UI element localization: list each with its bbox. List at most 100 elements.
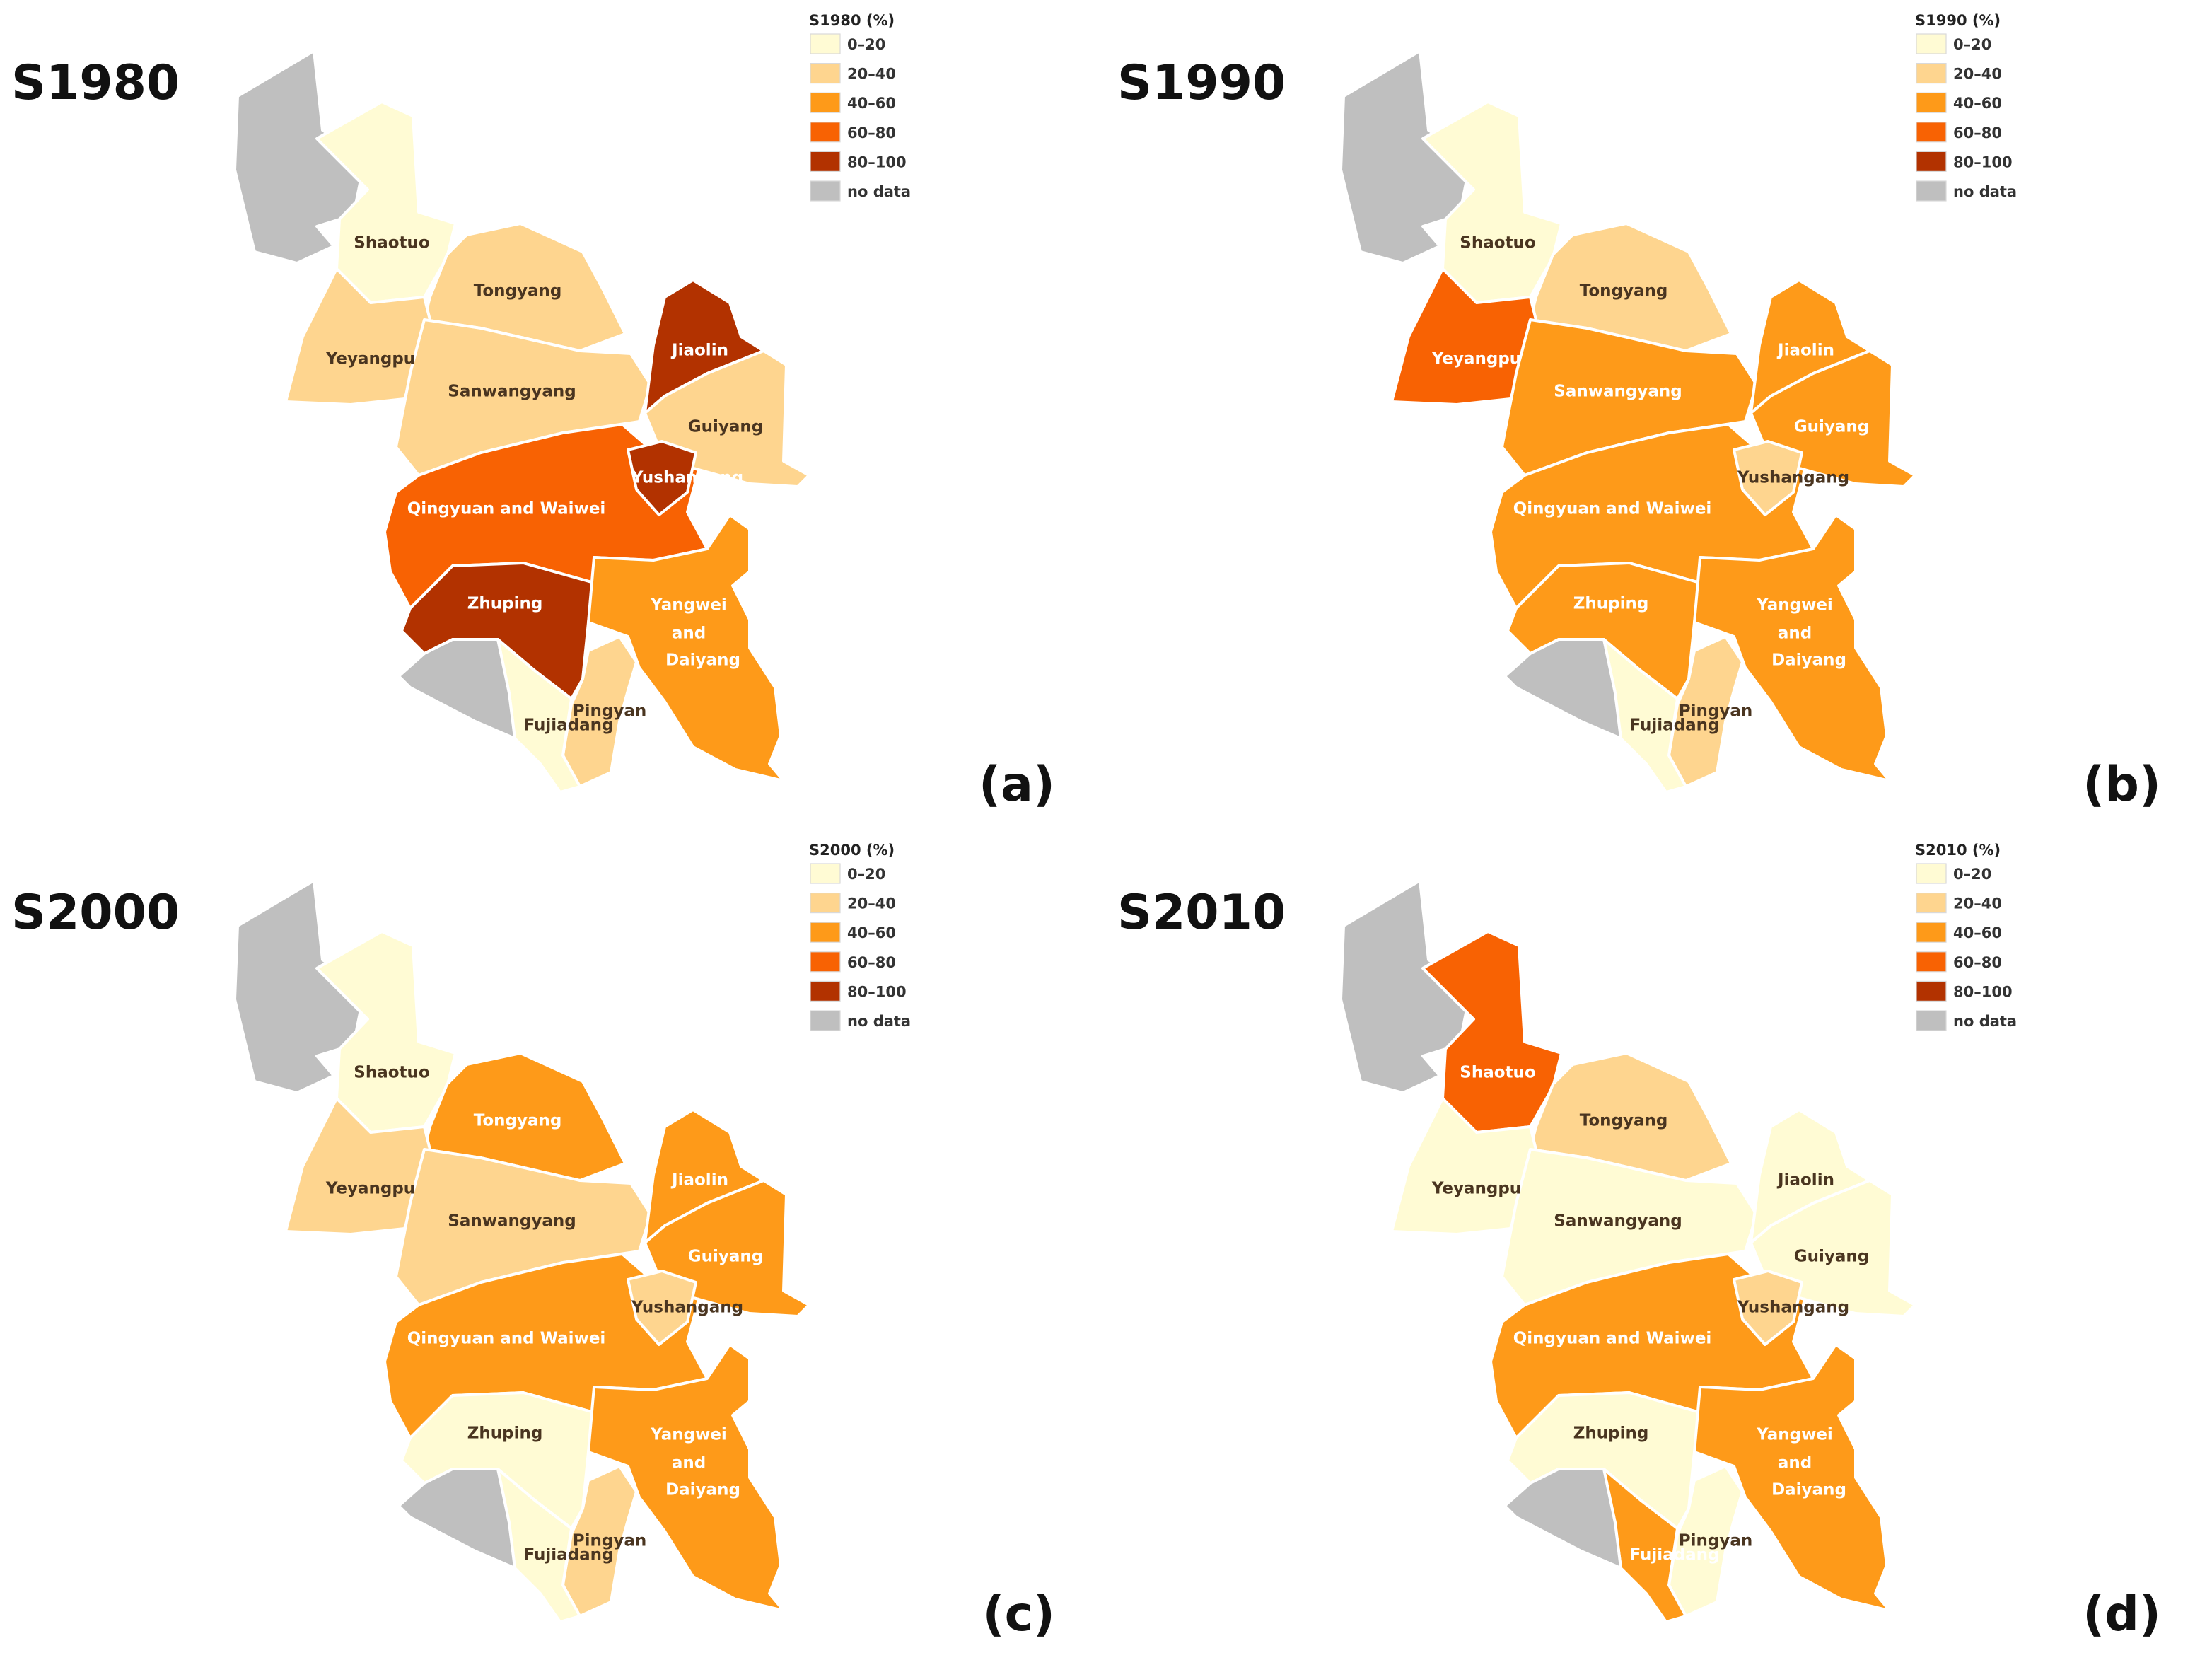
legend: S2000 (%) 0–20 20–40 40–60 60–80 80–100 no dat… — [809, 842, 911, 1031]
legend: S2010 (%) 0–20 20–40 40–60 60–80 80–100 no dat… — [1915, 842, 2017, 1031]
legend-swatch — [1916, 863, 1947, 884]
legend-swatch — [810, 980, 841, 1002]
region-label-zhuping: Zhuping — [1573, 595, 1649, 613]
region-label-pingyan: Pingyan — [1679, 702, 1752, 721]
legend-swatch — [1916, 1010, 1947, 1031]
legend-item-label: no data — [847, 1013, 911, 1030]
legend-item-label: 80–100 — [1953, 983, 2013, 1000]
region-label-guiyang: Guiyang — [688, 1248, 764, 1266]
region-southwest — [397, 1468, 516, 1569]
legend-item-label: 60–80 — [847, 124, 896, 141]
legend-item-label: 60–80 — [1953, 954, 2002, 971]
legend: S1990 (%) 0–20 20–40 40–60 60–80 80–100 no dat… — [1915, 12, 2017, 202]
map-regions — [1339, 879, 1916, 1623]
region-label-yeyangpu: Yeyangpu — [325, 350, 415, 368]
region-label-sanwangyang: Sanwangyang — [448, 383, 576, 401]
region-label-pingyan: Pingyan — [1679, 1532, 1752, 1550]
legend: S1980 (%) 0–20 20–40 40–60 60–80 80–100 no dat… — [809, 12, 911, 202]
choropleth-map: Shaotuo Tongyang Yeyangpu Sanwangyang Jiaoli… — [1117, 12, 2161, 813]
region-label-sanwangyang: Sanwangyang — [1554, 1212, 1682, 1231]
legend-swatch — [810, 33, 841, 54]
region-label-yushangang: Yushangang — [1737, 469, 1849, 487]
region-nodata — [1339, 879, 1472, 1094]
panel-title: S1980 — [11, 55, 180, 111]
region-label-yangwei_2: and — [672, 1454, 706, 1473]
region-yangwei — [587, 1343, 785, 1612]
region-label-jiaolin: Jiaolin — [670, 342, 728, 360]
region-labels: Shaotuo Tongyang Yeyangpu Sanwangyang Jiaoli… — [1431, 1064, 1869, 1565]
region-label-zhuping: Zhuping — [1573, 1424, 1649, 1443]
legend-swatch — [1916, 33, 1947, 54]
region-label-qingyuan: Qingyuan and Waiwei — [1513, 500, 1712, 518]
legend-item-label: 0–20 — [847, 866, 885, 883]
region-yangwei — [1693, 513, 1891, 782]
map-panel-s1980: Shaotuo Tongyang Yeyangpu Sanwangyang Jiaoli… — [0, 0, 1106, 830]
region-labels: Shaotuo Tongyang Yeyangpu Sanwangyang Jiaoli… — [325, 1064, 763, 1565]
legend-swatch — [810, 922, 841, 943]
region-label-shaotuo: Shaotuo — [1460, 234, 1535, 253]
region-label-pingyan: Pingyan — [573, 1532, 646, 1550]
choropleth-map: Shaotuo Tongyang Yeyangpu Sanwangyang Jiaoli… — [1117, 842, 2161, 1642]
region-label-qingyuan: Qingyuan and Waiwei — [407, 500, 606, 518]
legend-item-label: 60–80 — [1953, 124, 2002, 141]
region-label-yangwei_3: Daiyang — [665, 651, 740, 670]
region-label-qingyuan: Qingyuan and Waiwei — [1513, 1330, 1712, 1348]
region-label-shaotuo: Shaotuo — [354, 1064, 429, 1082]
panel-letter: (b) — [2083, 757, 2161, 813]
region-label-yushangang: Yushangang — [631, 469, 743, 487]
region-label-yeyangpu: Yeyangpu — [1431, 350, 1521, 368]
region-label-qingyuan: Qingyuan and Waiwei — [407, 1330, 606, 1348]
panel-title: S2000 — [11, 885, 180, 941]
legend-swatch — [1916, 980, 1947, 1002]
legend-item-label: no data — [1953, 183, 2017, 200]
region-nodata — [1339, 50, 1472, 265]
region-label-tongyang: Tongyang — [474, 282, 562, 301]
legend-swatch — [810, 863, 841, 884]
region-label-fujiadang: Fujiadang — [1629, 716, 1719, 735]
region-southwest — [1503, 1468, 1622, 1569]
region-yushangang — [627, 440, 697, 516]
region-label-yangwei_1: Yangwei — [650, 1426, 727, 1444]
legend-swatch — [1916, 180, 1947, 202]
region-label-zhuping: Zhuping — [467, 1424, 543, 1443]
legend-item-label: 20–40 — [847, 895, 896, 912]
region-labels: Shaotuo Tongyang Yeyangpu Sanwangyang Jiaoli… — [1431, 234, 1869, 735]
legend-title: S2010 (%) — [1915, 842, 2001, 859]
region-labels: Shaotuo Tongyang Yeyangpu Sanwangyang Jiaoli… — [325, 234, 763, 735]
region-label-yangwei_2: and — [1778, 1454, 1812, 1473]
map-regions — [233, 50, 810, 794]
region-yangwei — [587, 513, 785, 782]
legend-swatch — [810, 1010, 841, 1031]
map-panel-s2010: Shaotuo Tongyang Yeyangpu Sanwangyang Jiaoli… — [1106, 830, 2212, 1659]
map-panel-s1990: Shaotuo Tongyang Yeyangpu Sanwangyang Jiaoli… — [1106, 0, 2212, 830]
legend-swatch — [1916, 122, 1947, 143]
region-yangwei — [1693, 1343, 1891, 1612]
region-label-guiyang: Guiyang — [688, 418, 764, 436]
legend-item-label: 60–80 — [847, 954, 896, 971]
legend-swatch — [1916, 951, 1947, 973]
legend-title: S2000 (%) — [809, 842, 895, 859]
region-label-yushangang: Yushangang — [1737, 1299, 1849, 1317]
legend-item-label: 80–100 — [847, 983, 907, 1000]
legend-item-label: 40–60 — [1953, 924, 2002, 941]
region-label-sanwangyang: Sanwangyang — [448, 1212, 576, 1231]
region-label-yangwei_2: and — [672, 625, 706, 643]
region-shaotuo — [1421, 930, 1563, 1134]
map-regions — [1339, 50, 1916, 794]
region-label-yangwei_2: and — [1778, 625, 1812, 643]
region-label-pingyan: Pingyan — [573, 702, 646, 721]
legend-item-label: 80–100 — [1953, 153, 2013, 170]
region-label-yangwei_1: Yangwei — [1756, 596, 1833, 615]
legend-title: S1980 (%) — [809, 12, 895, 29]
region-label-fujiadang: Fujiadang — [523, 716, 613, 735]
region-label-yeyangpu: Yeyangpu — [325, 1180, 415, 1198]
region-label-tongyang: Tongyang — [1580, 1112, 1668, 1130]
legend-swatch — [810, 892, 841, 914]
legend-swatch — [810, 951, 841, 973]
legend-swatch — [810, 122, 841, 143]
legend-item-label: 0–20 — [1953, 866, 1991, 883]
legend-item-label: 40–60 — [847, 95, 896, 112]
region-nodata — [233, 879, 366, 1094]
region-label-yangwei_1: Yangwei — [1756, 1426, 1833, 1444]
legend-swatch — [1916, 92, 1947, 113]
